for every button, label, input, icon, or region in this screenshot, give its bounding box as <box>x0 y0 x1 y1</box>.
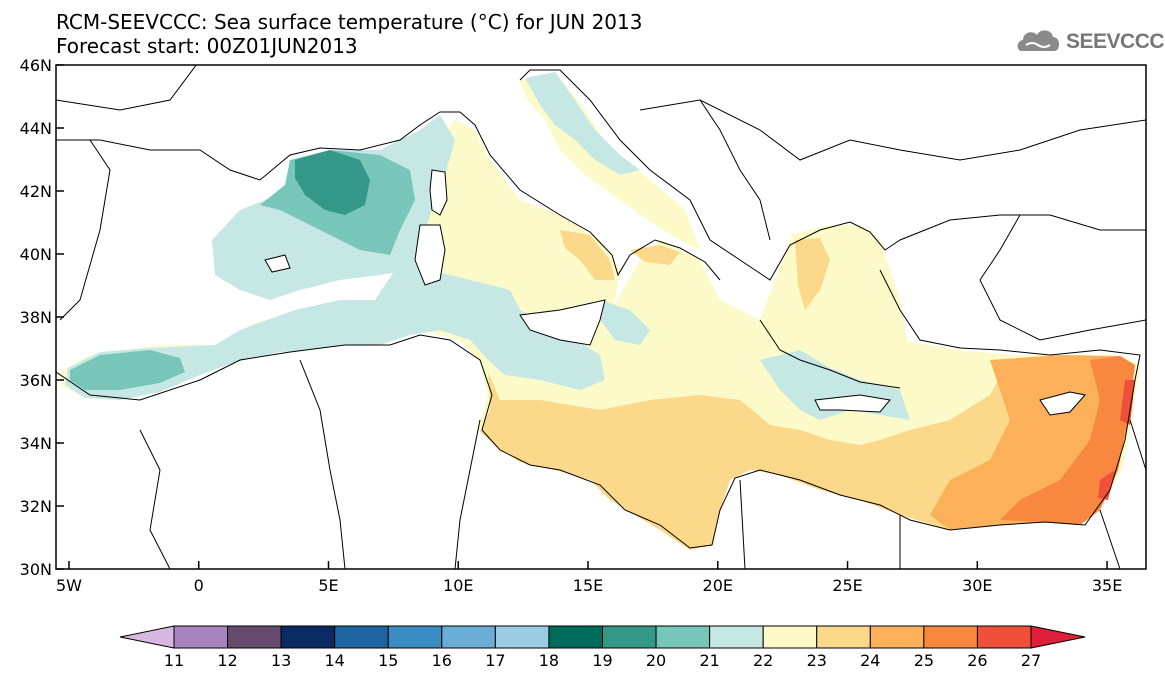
colorbar-level-label: 16 <box>432 651 452 670</box>
aegean-24-patch <box>795 238 830 310</box>
seevccc-cloud-logo-icon <box>1017 30 1060 51</box>
colorbar-level-label: 27 <box>1021 651 1041 670</box>
colorbar-level-label: 11 <box>164 651 184 670</box>
sea-area-20 <box>295 150 370 215</box>
colorbar-level-label: 26 <box>967 651 987 670</box>
logo-text: SEEVCCC <box>1066 30 1165 53</box>
colorbar-swatch <box>494 625 550 649</box>
balearic-island <box>264 254 291 273</box>
x-tick-label: 15E <box>573 576 603 595</box>
colorbar-swatch <box>869 625 925 649</box>
sea-area-27b <box>1098 470 1115 500</box>
colorbar-swatch <box>655 625 711 649</box>
y-tick-label: 30N <box>20 560 52 579</box>
colorbar-level-label: 25 <box>914 651 934 670</box>
y-tick-label: 34N <box>20 434 52 453</box>
y-tick-label: 38N <box>20 308 52 327</box>
colorbar-swatch <box>441 625 496 649</box>
y-tick-label: 44N <box>20 119 52 138</box>
colorbar-level-label: 22 <box>753 651 773 670</box>
sardinia-island <box>414 224 446 286</box>
colorbar-level-label: 15 <box>378 651 398 670</box>
x-tick-label: 10E <box>443 576 473 595</box>
colorbar-swatch <box>227 625 282 649</box>
colorbar-level-label: 12 <box>217 651 237 670</box>
y-axis: 46N 44N 42N 40N 38N 36N 34N 32N 30N <box>20 56 64 579</box>
x-tick-label: 25E <box>832 576 862 595</box>
colorbar-level-label: 19 <box>592 651 612 670</box>
ionian-24-patch <box>630 245 680 265</box>
colorbar-level-label: 23 <box>807 651 827 670</box>
colorbar-swatch <box>602 625 657 649</box>
coastlines <box>56 65 1146 569</box>
tyrrhenian-24-patch <box>560 230 615 280</box>
colorbar-swatch <box>762 625 818 649</box>
colorbar-swatch <box>923 625 978 649</box>
colorbar-swatch <box>548 625 603 649</box>
colorbar-swatch <box>334 625 389 649</box>
cyprus-island <box>1039 391 1086 416</box>
sea-area-22 <box>65 125 605 400</box>
y-tick-label: 40N <box>20 245 52 264</box>
colorbar-max-triangle <box>1030 625 1086 649</box>
corsica-island <box>429 169 448 216</box>
x-tick-label: 30E <box>962 576 992 595</box>
y-tick-label: 42N <box>20 182 52 201</box>
colorbar-swatch <box>709 625 764 649</box>
colorbar-level-label: 20 <box>646 651 666 670</box>
colorbar-swatch <box>387 625 443 649</box>
crete-island <box>814 394 891 413</box>
colorbar-min-triangle <box>119 625 175 649</box>
y-tick-label: 32N <box>20 497 52 516</box>
x-tick-label: 5E <box>318 576 338 595</box>
map-title: RCM-SEEVCCC: Sea surface temperature (°C… <box>56 10 643 34</box>
x-tick-label: 5W <box>56 576 82 595</box>
y-tick-label: 36N <box>20 371 52 390</box>
tyrrhenian-teal-2 <box>380 280 510 330</box>
colorbar-level-label: 21 <box>699 651 719 670</box>
y-tick-label: 46N <box>20 56 52 75</box>
x-tick-label: 35E <box>1092 576 1122 595</box>
colorbar-swatch <box>280 625 336 649</box>
colorbar-level-label: 24 <box>860 651 880 670</box>
x-tick-label: 0 <box>194 576 204 595</box>
alboran-teal <box>70 350 185 390</box>
colorbar-swatch <box>173 625 229 649</box>
colorbar: 11 12 13 14 15 16 17 18 19 20 21 22 23 24 25 26 27 <box>119 625 1086 670</box>
ionian-teal-strip <box>600 300 650 345</box>
sea-area-27 <box>1120 380 1135 425</box>
forecast-start-subtitle: Forecast start: 00Z01JUN2013 <box>56 34 358 58</box>
sst-field <box>60 72 1140 550</box>
adriatic-teal <box>525 72 640 175</box>
colorbar-level-label: 14 <box>325 651 345 670</box>
x-tick-label: 20E <box>703 576 733 595</box>
colorbar-level-label: 17 <box>485 651 505 670</box>
x-axis: 5W 0 5E 10E 15E 20E 25E 30E 35E <box>56 561 1122 595</box>
colorbar-swatch <box>976 625 1032 649</box>
sicily-island <box>519 299 606 346</box>
colorbar-swatch <box>816 625 871 649</box>
colorbar-level-label: 13 <box>271 651 291 670</box>
colorbar-level-label: 18 <box>539 651 559 670</box>
